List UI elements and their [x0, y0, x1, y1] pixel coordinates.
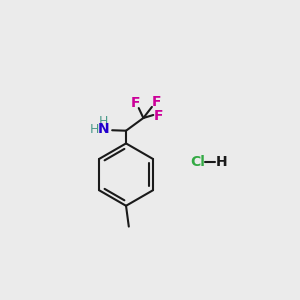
Text: H: H: [216, 155, 227, 169]
Text: F: F: [151, 95, 161, 109]
Text: F: F: [130, 96, 140, 110]
Text: Cl: Cl: [191, 155, 206, 169]
Text: H: H: [90, 123, 100, 136]
Text: F: F: [154, 109, 163, 123]
Text: H: H: [99, 115, 108, 128]
Text: N: N: [98, 122, 109, 136]
